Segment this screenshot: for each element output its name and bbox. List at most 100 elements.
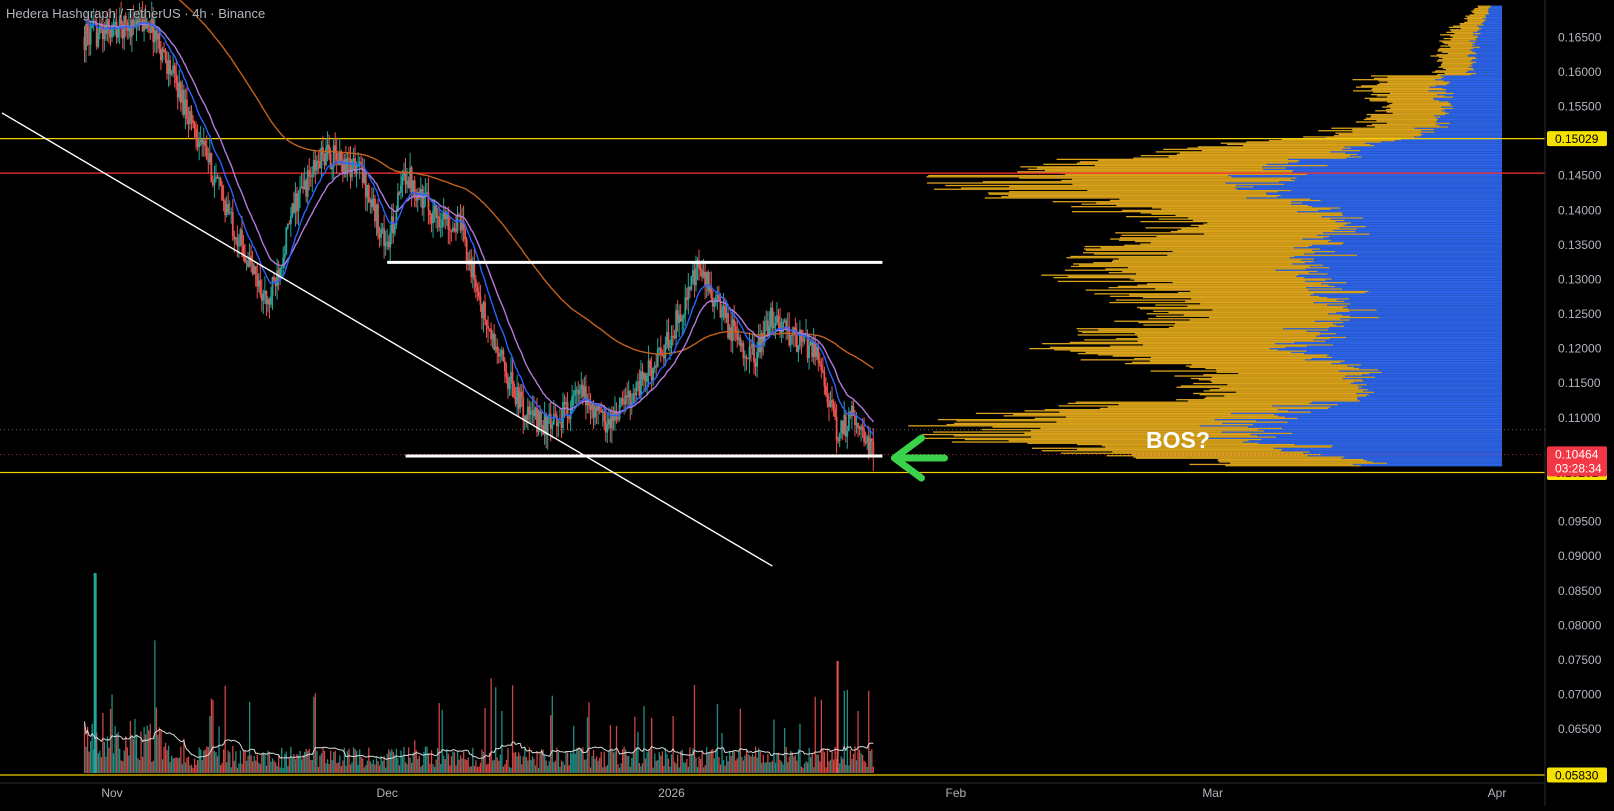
vp-row-down (1119, 237, 1324, 239)
volume-bar (681, 749, 683, 773)
candle-body (444, 212, 447, 220)
vp-row-up (1340, 361, 1502, 363)
volume-bar (282, 767, 284, 773)
candle-body (101, 29, 104, 40)
vp-row-down (922, 433, 1251, 436)
vp-row-up (1330, 218, 1502, 220)
price-axis[interactable]: 0.165000.160000.155000.145000.140000.135… (1544, 0, 1614, 806)
candle-body (158, 33, 161, 49)
volume-bar (359, 749, 361, 773)
vp-row-down (1097, 354, 1329, 356)
candle-body (597, 405, 600, 411)
vp-row-down (1376, 95, 1445, 97)
volume-bar (247, 755, 249, 773)
vp-row-down (1225, 465, 1362, 467)
vp-row-up (1342, 377, 1502, 380)
volume-bar (788, 756, 790, 773)
volume-bar (354, 749, 356, 773)
vp-row-down (1114, 320, 1315, 322)
candle-body (204, 140, 207, 147)
vp-row-down (1216, 369, 1379, 371)
candle-body (581, 384, 584, 397)
candle-body (545, 413, 548, 435)
vp-row-down (1185, 300, 1345, 302)
vp-row-down (1450, 46, 1480, 48)
volume-bar (761, 762, 763, 773)
volume-bar (314, 693, 317, 773)
candle-body (234, 237, 237, 240)
candle-body (370, 199, 373, 208)
volume-bar (365, 765, 367, 773)
drawings[interactable] (1, 112, 948, 567)
candle-body (448, 229, 451, 231)
vp-row-up (1304, 280, 1502, 283)
volume-bar (258, 762, 260, 773)
vp-row-up (1329, 338, 1502, 340)
candle-body (386, 241, 389, 243)
vp-row-down (1352, 128, 1434, 131)
candle-body (458, 215, 460, 217)
vp-row-up (1353, 381, 1502, 383)
bos-annotation[interactable]: BOS? (1146, 427, 1210, 453)
candle-body (543, 413, 546, 435)
horizontal-levels[interactable] (0, 137, 1545, 776)
volume-bar (776, 752, 778, 773)
vp-row-up (1469, 49, 1502, 51)
candle-body (407, 180, 410, 188)
vp-row-up (1488, 10, 1502, 12)
candle-body (818, 360, 821, 364)
volume-bar (167, 745, 170, 773)
candle-body (247, 261, 249, 267)
volume-bar (658, 752, 660, 773)
vp-row-down (1188, 217, 1364, 219)
volume-bar (759, 751, 761, 773)
vp-row-down (1371, 88, 1447, 91)
vp-row-up (1334, 250, 1502, 253)
candle-body (267, 299, 269, 304)
volume-bar (686, 758, 688, 773)
candle-body (629, 391, 632, 408)
volume-bar (377, 760, 379, 773)
time-axis[interactable]: Nov Dec 2026 Feb Mar Apr (0, 782, 1545, 800)
vp-row-up (1308, 289, 1502, 291)
candle-body (502, 350, 505, 361)
volume-bar (355, 750, 358, 773)
candle-body (641, 371, 644, 380)
vp-row-up (1328, 354, 1502, 356)
vp-row-up (1477, 36, 1502, 38)
vp-row-up (1469, 40, 1502, 42)
candle-body (199, 139, 202, 143)
vp-row-down (1078, 330, 1307, 332)
vp-row-down (1227, 143, 1371, 146)
volume-bar (198, 747, 200, 773)
symbol-title[interactable]: Hedera Hashgraph / TetherUS · 4h · Binan… (6, 6, 266, 21)
vp-row-down (964, 438, 1262, 441)
volume-bar (565, 751, 567, 773)
candle-body (829, 399, 832, 407)
candle-body (768, 325, 771, 335)
volume-bar (227, 750, 229, 773)
volume-bar (857, 711, 859, 773)
volume-bar (657, 759, 659, 773)
candle-body (222, 200, 225, 202)
vp-row-up (1343, 321, 1502, 324)
volume-bar (505, 760, 508, 773)
price-tick-label: 0.11500 (1558, 376, 1601, 390)
vp-row-down (1155, 288, 1343, 290)
candle-body (792, 327, 795, 335)
volume-bar (764, 762, 766, 773)
vp-row-up (1435, 79, 1502, 81)
vp-row-down (1180, 385, 1358, 387)
vp-row-down (1136, 273, 1328, 275)
volume-bar (271, 758, 274, 773)
volume-bar (99, 750, 101, 773)
volume-bar (762, 754, 764, 773)
volume-bar (814, 696, 816, 773)
vp-row-up (1343, 306, 1502, 309)
volume-bar (103, 741, 106, 773)
vp-row-down (1335, 132, 1421, 134)
volume-bar (290, 746, 292, 773)
volume-bar (386, 753, 388, 773)
